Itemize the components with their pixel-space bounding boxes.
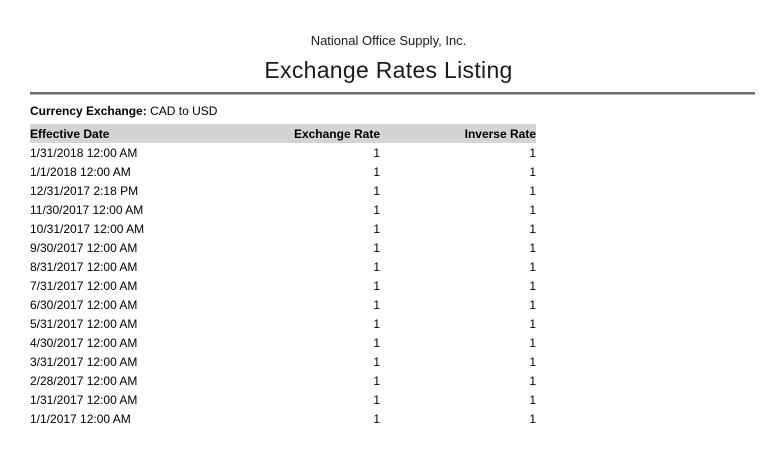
exchange-rate-cell: 1: [373, 316, 380, 331]
exchange-rate-cell: 1: [373, 259, 380, 274]
effective-date-cell: 1/1/2017 12:00 AM: [30, 411, 131, 426]
inverse-rate-cell: 1: [529, 221, 536, 236]
inverse-rate-cell: 1: [529, 354, 536, 369]
header-effective-date: Effective Date: [30, 124, 230, 143]
table-row: 7/31/2017 12:00 AM 1 1: [30, 276, 536, 295]
exchange-rate-cell: 1: [373, 183, 380, 198]
table-row: 1/1/2017 12:00 AM 1 1: [30, 409, 536, 428]
inverse-rate-cell: 1: [529, 373, 536, 388]
table-row: 10/31/2017 12:00 AM 1 1: [30, 219, 536, 238]
table-row: 2/28/2017 12:00 AM 1 1: [30, 371, 536, 390]
effective-date-cell: 1/1/2018 12:00 AM: [30, 164, 131, 179]
inverse-rate-cell: 1: [529, 316, 536, 331]
effective-date-cell: 5/31/2017 12:00 AM: [30, 316, 138, 331]
currency-exchange-value: CAD to USD: [150, 104, 218, 118]
effective-date-cell: 1/31/2017 12:00 AM: [30, 392, 138, 407]
exchange-rate-cell: 1: [373, 354, 380, 369]
report-body: Currency Exchange: CAD to USD Effective …: [30, 92, 755, 428]
inverse-rate-cell: 1: [529, 183, 536, 198]
table-row: 6/30/2017 12:00 AM 1 1: [30, 295, 536, 314]
inverse-rate-cell: 1: [529, 259, 536, 274]
exchange-rate-cell: 1: [373, 221, 380, 236]
exchange-rate-cell: 1: [373, 411, 380, 426]
currency-exchange-label: Currency Exchange:: [30, 104, 147, 118]
table-header-row: Effective Date Exchange Rate Inverse Rat…: [30, 124, 536, 143]
exchange-rate-cell: 1: [373, 392, 380, 407]
exchange-rates-table: Effective Date Exchange Rate Inverse Rat…: [30, 124, 536, 428]
exchange-rate-cell: 1: [373, 202, 380, 217]
exchange-rate-cell: 1: [373, 145, 380, 160]
inverse-rate-cell: 1: [529, 164, 536, 179]
effective-date-cell: 2/28/2017 12:00 AM: [30, 373, 138, 388]
inverse-rate-cell: 1: [529, 335, 536, 350]
company-name: National Office Supply, Inc.: [310, 33, 467, 48]
currency-exchange-line: Currency Exchange: CAD to USD: [30, 104, 755, 119]
exchange-rate-cell: 1: [373, 297, 380, 312]
report-title: Exchange Rates Listing: [264, 57, 513, 83]
inverse-rate-cell: 1: [529, 240, 536, 255]
effective-date-cell: 11/30/2017 12:00 AM: [30, 202, 144, 217]
table-row: 1/31/2018 12:00 AM 1 1: [30, 143, 536, 162]
table-row: 1/31/2017 12:00 AM 1 1: [30, 390, 536, 409]
title-divider: [30, 92, 755, 95]
inverse-rate-cell: 1: [529, 202, 536, 217]
table-row: 5/31/2017 12:00 AM 1 1: [30, 314, 536, 333]
table-row: 9/30/2017 12:00 AM 1 1: [30, 238, 536, 257]
inverse-rate-cell: 1: [529, 278, 536, 293]
header-inverse-rate: Inverse Rate: [380, 124, 536, 143]
effective-date-cell: 1/31/2018 12:00 AM: [30, 145, 138, 160]
effective-date-cell: 6/30/2017 12:00 AM: [30, 297, 138, 312]
effective-date-cell: 8/31/2017 12:00 AM: [30, 259, 138, 274]
inverse-rate-cell: 1: [529, 392, 536, 407]
inverse-rate-cell: 1: [529, 411, 536, 426]
inverse-rate-cell: 1: [529, 145, 536, 160]
table-row: 3/31/2017 12:00 AM 1 1: [30, 352, 536, 371]
table-row: 12/31/2017 2:18 PM 1 1: [30, 181, 536, 200]
effective-date-cell: 3/31/2017 12:00 AM: [30, 354, 138, 369]
table-row: 11/30/2017 12:00 AM 1 1: [30, 200, 536, 219]
table-row: 8/31/2017 12:00 AM 1 1: [30, 257, 536, 276]
effective-date-cell: 12/31/2017 2:18 PM: [30, 183, 139, 198]
effective-date-cell: 10/31/2017 12:00 AM: [30, 221, 145, 236]
exchange-rate-cell: 1: [373, 278, 380, 293]
table-row: 1/1/2018 12:00 AM 1 1: [30, 162, 536, 181]
header-exchange-rate: Exchange Rate: [230, 124, 380, 143]
exchange-rate-cell: 1: [373, 373, 380, 388]
table-row: 4/30/2017 12:00 AM 1 1: [30, 333, 536, 352]
exchange-rate-cell: 1: [373, 335, 380, 350]
effective-date-cell: 7/31/2017 12:00 AM: [30, 278, 138, 293]
exchange-rate-cell: 1: [373, 240, 380, 255]
exchange-rate-cell: 1: [373, 164, 380, 179]
effective-date-cell: 4/30/2017 12:00 AM: [30, 335, 138, 350]
inverse-rate-cell: 1: [529, 297, 536, 312]
effective-date-cell: 9/30/2017 12:00 AM: [30, 240, 138, 255]
